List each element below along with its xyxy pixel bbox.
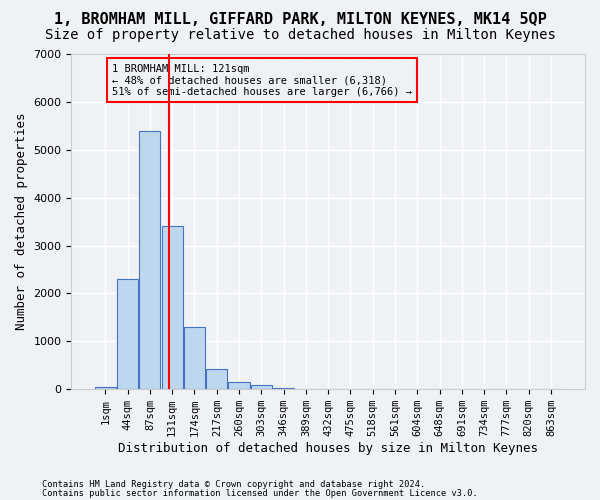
X-axis label: Distribution of detached houses by size in Milton Keynes: Distribution of detached houses by size … xyxy=(118,442,538,455)
Y-axis label: Number of detached properties: Number of detached properties xyxy=(15,113,28,330)
Bar xyxy=(161,226,183,389)
Bar xyxy=(184,327,205,389)
Text: 1, BROMHAM MILL, GIFFARD PARK, MILTON KEYNES, MK14 5QP: 1, BROMHAM MILL, GIFFARD PARK, MILTON KE… xyxy=(53,12,547,28)
Text: 1 BROMHAM MILL: 121sqm
← 48% of detached houses are smaller (6,318)
51% of semi-: 1 BROMHAM MILL: 121sqm ← 48% of detached… xyxy=(112,64,412,97)
Text: Contains HM Land Registry data © Crown copyright and database right 2024.: Contains HM Land Registry data © Crown c… xyxy=(42,480,425,489)
Bar xyxy=(95,387,116,389)
Bar xyxy=(229,382,250,389)
Bar xyxy=(251,386,272,389)
Bar xyxy=(139,130,160,389)
Bar xyxy=(117,279,138,389)
Bar xyxy=(206,368,227,389)
Text: Size of property relative to detached houses in Milton Keynes: Size of property relative to detached ho… xyxy=(44,28,556,42)
Text: Contains public sector information licensed under the Open Government Licence v3: Contains public sector information licen… xyxy=(42,489,478,498)
Bar xyxy=(273,388,294,389)
